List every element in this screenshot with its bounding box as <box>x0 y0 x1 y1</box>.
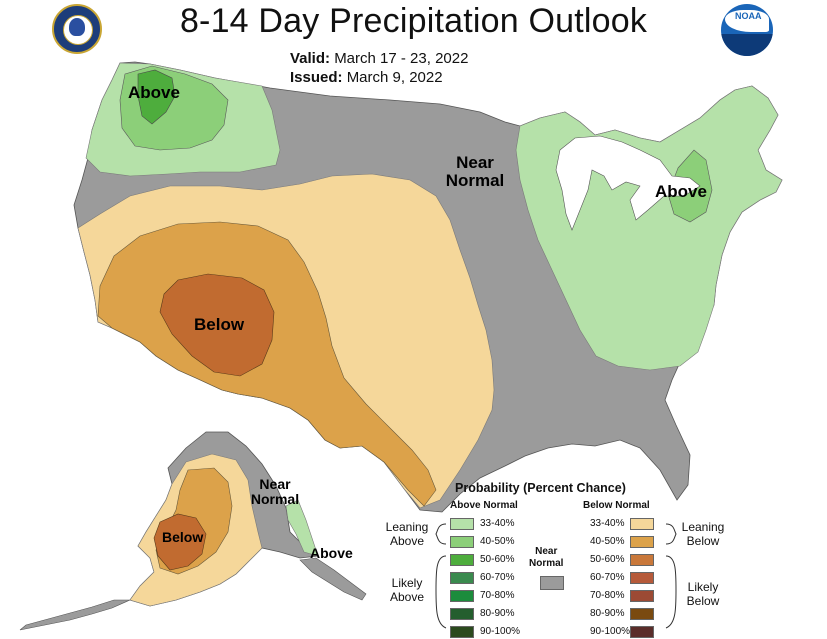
legend-below-range: 70-80% <box>590 590 625 601</box>
alaska-below-50-60 <box>153 513 207 571</box>
legend-above-header: Above Normal <box>450 500 518 511</box>
valid-line: Valid: March 17 - 23, 2022 <box>290 50 468 67</box>
legend-below-swatch <box>630 608 654 620</box>
sw-below-50-60 <box>159 273 275 377</box>
noaa-bird-icon <box>725 10 769 32</box>
legend-above-swatch <box>450 608 474 620</box>
label-nw-above: Above <box>128 83 180 102</box>
commerce-seal-logo <box>52 4 102 54</box>
legend-likely-below: Likely Below <box>676 580 730 609</box>
legend-above-swatch <box>450 554 474 566</box>
label-ak-near: Near <box>259 476 291 492</box>
legend-near-normal-line1: Near <box>535 546 558 557</box>
label-central-near-normal: Near Normal <box>442 154 508 190</box>
label-ak-below: Below <box>162 529 204 545</box>
label-central-normal: Normal <box>445 170 505 190</box>
legend-likely-above-line2: Above <box>389 590 425 605</box>
issued-value: March 9, 2022 <box>346 69 443 86</box>
aleutian-islands <box>19 599 131 631</box>
legend-leaning-above-line1: Leaning <box>385 520 429 534</box>
legend-above-range: 90-100% <box>480 626 521 637</box>
legend-above-range: 80-90% <box>480 608 515 619</box>
label-sw-below: Below <box>194 315 245 334</box>
legend-below-range: 80-90% <box>590 608 625 619</box>
noaa-logo <box>721 4 773 56</box>
great-lakes <box>555 135 701 231</box>
legend-leaning-below: Leaning Below <box>676 520 730 549</box>
alaska-se-above <box>285 499 319 557</box>
legend-likely-below-line1: Likely <box>687 580 719 594</box>
legend-above-swatch <box>450 518 474 530</box>
legend-bracket-leaning-below <box>665 523 677 545</box>
legend-above-range: 40-50% <box>480 536 515 547</box>
legend-below-swatch <box>630 572 654 584</box>
page-title: 8-14 Day Precipitation Outlook <box>179 2 648 40</box>
valid-value: March 17 - 23, 2022 <box>334 50 469 67</box>
label-central-near: Near <box>456 153 494 172</box>
legend-above-swatch <box>450 626 474 638</box>
legend-below-range: 90-100% <box>590 626 631 637</box>
legend-leaning-below-line1: Leaning <box>681 520 725 534</box>
eagle-icon <box>69 18 85 36</box>
legend-likely-above: Likely Above <box>380 576 434 605</box>
legend-above-range: 33-40% <box>480 518 515 529</box>
noaa-logo-text: NOAA <box>735 11 762 21</box>
legend-near-normal-swatch <box>540 576 564 590</box>
legend-above-swatch <box>450 536 474 548</box>
legend-below-swatch <box>630 554 654 566</box>
alaska-panhandle <box>299 557 367 601</box>
legend-above-range: 60-70% <box>480 572 515 583</box>
legend-leaning-below-line2: Below <box>686 534 720 549</box>
issued-line: Issued: March 9, 2022 <box>290 69 443 86</box>
legend-near-normal: Near Normal <box>529 546 563 569</box>
legend-leaning-above: Leaning Above <box>380 520 434 549</box>
legend-above-range: 50-60% <box>480 554 515 565</box>
legend-below-range: 40-50% <box>590 536 625 547</box>
legend-below-range: 50-60% <box>590 554 625 565</box>
legend-title: Probability (Percent Chance) <box>455 481 626 495</box>
legend-bracket-likely-above <box>435 555 447 629</box>
noaa-wave-icon <box>721 34 773 56</box>
legend-near-normal-line2: Normal <box>529 557 564 569</box>
legend-below-swatch <box>630 536 654 548</box>
legend-below-swatch <box>630 626 654 638</box>
legend-below-range: 33-40% <box>590 518 625 529</box>
legend-below-header: Below Normal <box>583 500 650 511</box>
legend-leaning-above-line2: Above <box>389 534 425 549</box>
label-ak-se-above: Above <box>310 545 353 561</box>
legend-below-swatch <box>630 518 654 530</box>
legend-bracket-leaning-above <box>435 523 447 545</box>
legend-likely-above-line1: Likely <box>391 576 423 590</box>
legend-likely-below-line2: Below <box>686 594 720 609</box>
legend-bracket-likely-below <box>665 555 677 629</box>
label-ak-normal: Normal <box>250 490 300 507</box>
legend-below-swatch <box>630 590 654 602</box>
legend-above-swatch <box>450 590 474 602</box>
legend-above-range: 70-80% <box>480 590 515 601</box>
legend-below-range: 60-70% <box>590 572 625 583</box>
legend-above-swatch <box>450 572 474 584</box>
label-ak-near-normal: Near Normal <box>246 477 304 506</box>
issued-label: Issued: <box>290 69 343 86</box>
label-ne-above: Above <box>655 182 707 201</box>
nw-above-50-60 <box>137 69 176 125</box>
valid-label: Valid: <box>290 50 331 67</box>
